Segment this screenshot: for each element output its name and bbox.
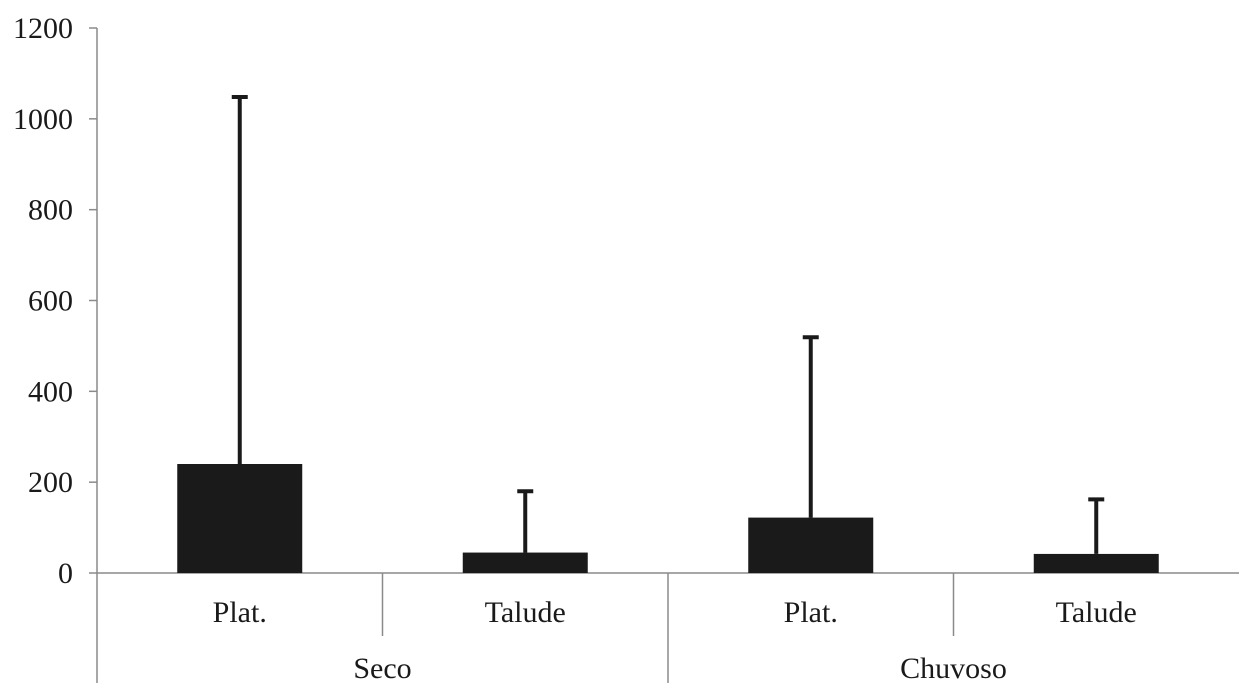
y-tick-label: 1200 — [13, 12, 73, 45]
group-labels: Seco Chuvoso — [353, 652, 1007, 683]
y-axis: 0 200 400 600 800 1000 1200 — [13, 12, 98, 683]
category-labels: Plat. Talude Plat. Talude — [213, 596, 1137, 629]
group-label: Seco — [353, 652, 411, 683]
category-label: Plat. — [213, 596, 267, 629]
bar — [177, 464, 303, 573]
y-tick-label: 1000 — [13, 103, 73, 136]
bar — [1033, 553, 1159, 573]
y-tick-label: 400 — [28, 375, 73, 408]
category-label: Plat. — [784, 596, 838, 629]
y-tick-label: 0 — [58, 557, 73, 590]
error-bars — [231, 95, 1105, 554]
y-tick-label: 800 — [28, 194, 73, 227]
bars — [177, 464, 1159, 573]
group-label: Chuvoso — [900, 652, 1007, 683]
bar — [748, 517, 874, 573]
category-label: Talude — [485, 596, 566, 629]
y-tick-label: 200 — [28, 466, 73, 499]
bar — [462, 552, 588, 573]
y-tick-label: 600 — [28, 285, 73, 318]
category-label: Talude — [1056, 596, 1137, 629]
